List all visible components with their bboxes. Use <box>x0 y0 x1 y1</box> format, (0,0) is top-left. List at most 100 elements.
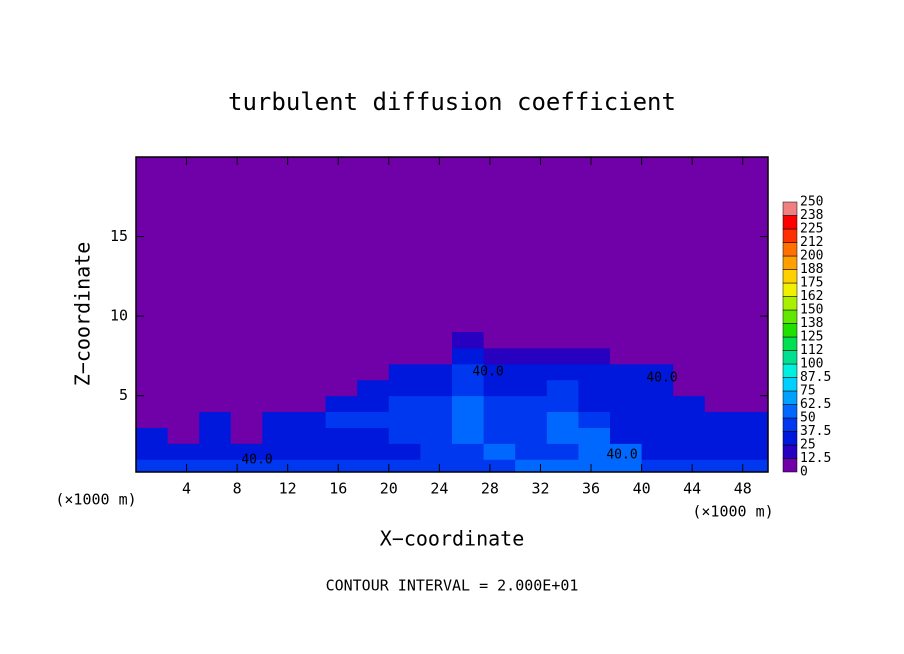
cell <box>673 411 706 428</box>
cell <box>673 443 706 460</box>
cell <box>736 443 769 460</box>
cell <box>546 411 579 428</box>
cell <box>262 459 295 473</box>
x-tick-label: 44 <box>683 480 701 498</box>
cell <box>515 363 548 381</box>
cell <box>167 363 200 381</box>
colorbar-swatch <box>782 296 798 311</box>
cell <box>136 363 169 381</box>
x-tick-label: 36 <box>582 480 600 498</box>
colorbar-swatch <box>782 215 798 230</box>
cell <box>578 443 611 460</box>
colorbar-label: 112 <box>800 343 823 358</box>
cell <box>673 395 706 413</box>
cell <box>230 395 263 413</box>
cell <box>610 427 643 444</box>
cell <box>704 332 737 349</box>
cell <box>420 411 453 428</box>
cell <box>136 427 169 444</box>
cell <box>736 379 769 397</box>
x-tick-label: 40 <box>633 480 651 498</box>
cell <box>641 332 674 349</box>
cell <box>452 332 485 349</box>
x-unit-label: (×1000 m) <box>55 491 136 509</box>
cell <box>325 427 358 444</box>
cell <box>325 363 358 381</box>
colorbar-swatch <box>782 255 798 270</box>
cell <box>167 395 200 413</box>
cell <box>357 332 390 349</box>
cell <box>167 427 200 444</box>
cell <box>262 395 295 413</box>
colorbar-swatch <box>782 309 798 324</box>
cell <box>578 459 611 473</box>
y-tick-label: 10 <box>110 307 128 325</box>
cell <box>230 347 263 365</box>
y-tick-label: 5 <box>119 386 128 404</box>
cell <box>167 379 200 397</box>
cell <box>704 427 737 444</box>
cell <box>483 379 516 397</box>
cell <box>578 379 611 397</box>
cell <box>262 443 295 460</box>
cell <box>452 459 485 473</box>
cell <box>673 459 706 473</box>
cell <box>704 363 737 381</box>
cell <box>325 347 358 365</box>
cell <box>136 395 169 413</box>
cell <box>736 395 769 413</box>
cell <box>736 347 769 365</box>
x-tick-label: 20 <box>380 480 398 498</box>
cell <box>420 443 453 460</box>
cell <box>483 347 516 365</box>
cell <box>578 411 611 428</box>
cell <box>388 411 421 428</box>
cell <box>452 379 485 397</box>
cell <box>325 395 358 413</box>
cell <box>452 443 485 460</box>
x-tick-label: 8 <box>233 480 242 498</box>
x-tick-label: 48 <box>734 480 752 498</box>
x-axis-label: X−coordinate <box>380 527 525 551</box>
cell <box>325 332 358 349</box>
cell <box>388 332 421 349</box>
cell <box>641 347 674 365</box>
colorbar-swatch <box>782 417 798 432</box>
x-unit-label: (×1000 m) <box>692 503 773 521</box>
cell <box>452 411 485 428</box>
cell <box>704 347 737 365</box>
cell <box>641 395 674 413</box>
colorbar-label: 100 <box>800 357 823 372</box>
colorbar-label: 225 <box>800 222 823 237</box>
cell <box>230 459 263 473</box>
colorbar-label: 125 <box>800 330 823 345</box>
x-tick-label: 4 <box>182 480 191 498</box>
contour-label: 40.0 <box>472 365 503 380</box>
cell <box>452 395 485 413</box>
colorbar-label: 50 <box>800 411 816 426</box>
cell <box>357 443 390 460</box>
cell <box>388 395 421 413</box>
cell <box>294 443 327 460</box>
cell <box>578 395 611 413</box>
colorbar-label: 162 <box>800 289 823 304</box>
cell <box>673 347 706 365</box>
cell <box>736 332 769 349</box>
x-tick-label: 28 <box>481 480 499 498</box>
cell <box>704 459 737 473</box>
cell <box>388 459 421 473</box>
cell <box>515 332 548 349</box>
cell <box>452 347 485 365</box>
cell <box>230 443 263 460</box>
cell <box>325 379 358 397</box>
cell <box>483 427 516 444</box>
cell <box>704 443 737 460</box>
cell <box>262 332 295 349</box>
colorbar-swatch <box>782 228 798 243</box>
colorbar-label: 250 <box>800 195 823 210</box>
cell <box>294 395 327 413</box>
cell <box>483 363 516 381</box>
cell <box>515 379 548 397</box>
cell <box>325 411 358 428</box>
cell <box>357 347 390 365</box>
